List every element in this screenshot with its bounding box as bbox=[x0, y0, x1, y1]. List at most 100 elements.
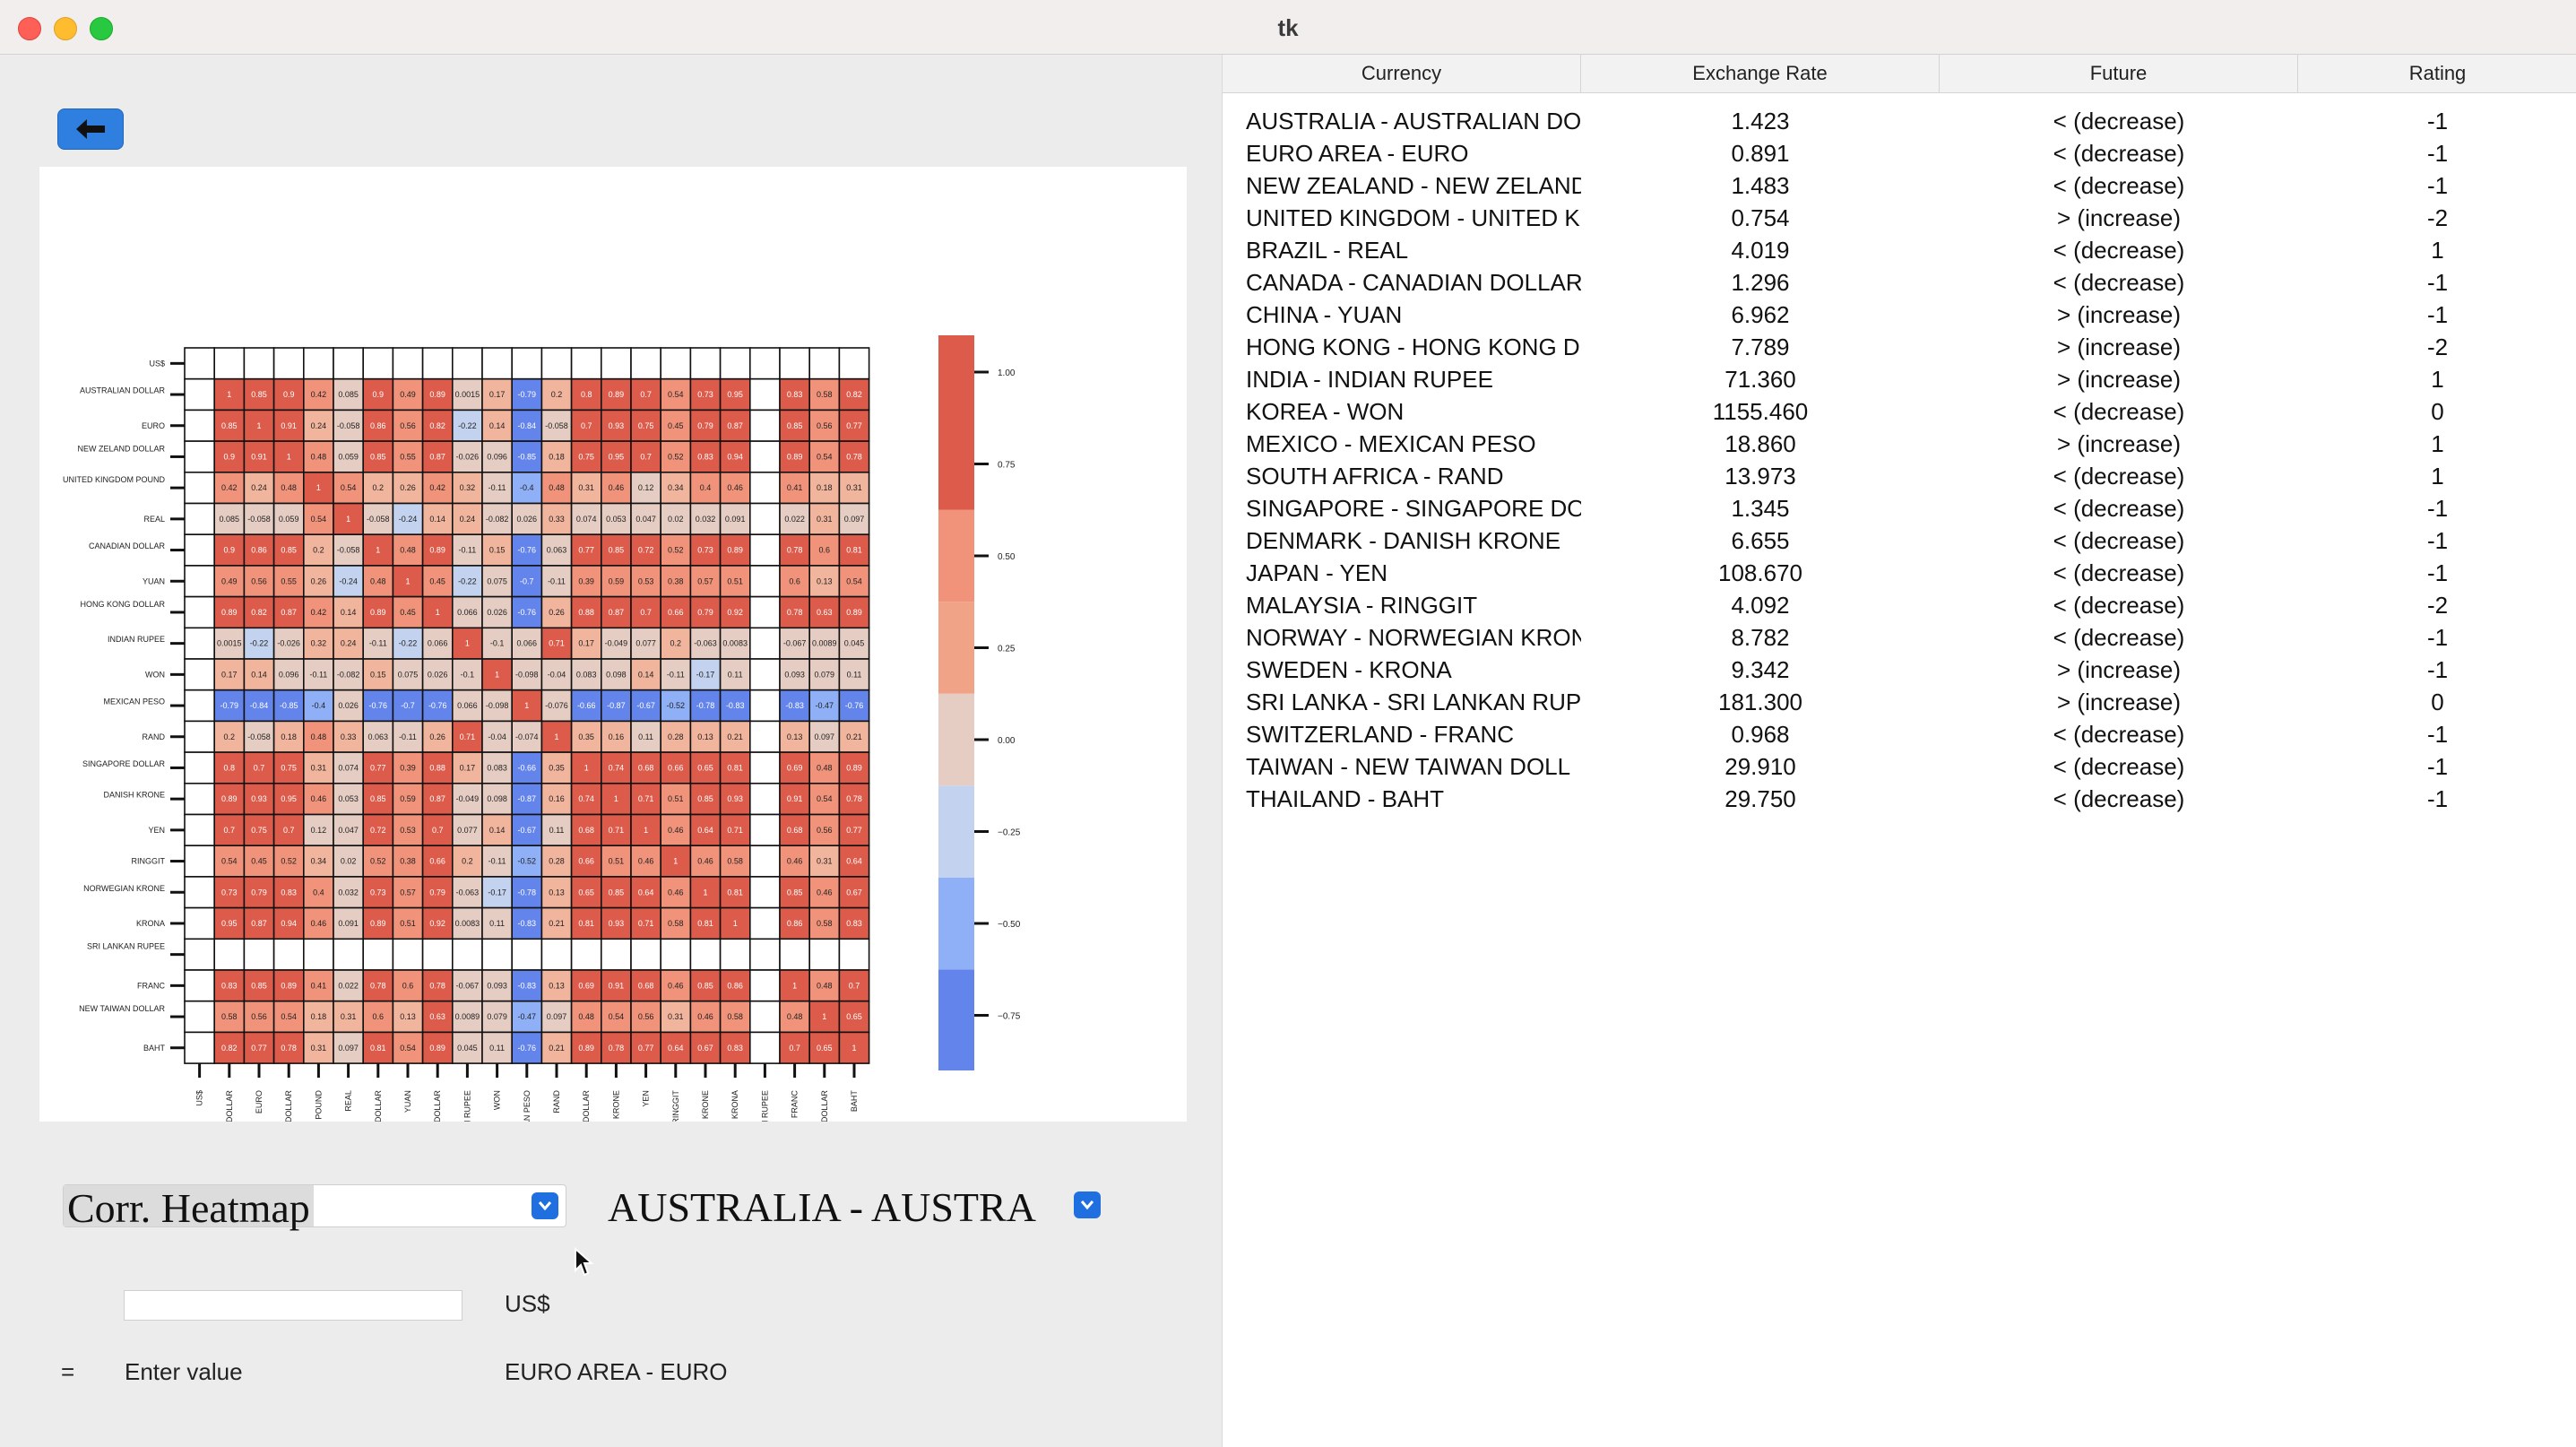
currency-dropdown-button[interactable] bbox=[1074, 1191, 1101, 1218]
table-row[interactable]: SINGAPORE - SINGAPORE DOL 1.345 < (decreas… bbox=[1223, 492, 2576, 524]
heatmap-value-label: 0.66 bbox=[668, 608, 684, 617]
heatmap-value-label: 0.8 bbox=[581, 390, 592, 399]
back-button[interactable] bbox=[57, 108, 124, 150]
table-row[interactable]: CHINA - YUAN 6.962 > (increase) -1 bbox=[1223, 299, 2576, 331]
heatmap-value-label: -0.67 bbox=[636, 701, 655, 710]
cell-rating: -1 bbox=[2426, 140, 2449, 167]
heatmap-value-label: 0.89 bbox=[221, 794, 238, 803]
table-row[interactable]: SWEDEN - KRONA 9.342 > (increase) -1 bbox=[1223, 654, 2576, 686]
arrow-left-icon bbox=[76, 119, 105, 139]
header-exchange-rate[interactable]: Exchange Rate bbox=[1581, 55, 1940, 92]
heatmap-value-label: 0.26 bbox=[429, 732, 445, 741]
colorbar-band bbox=[938, 335, 974, 510]
table-row[interactable]: DENMARK - DANISH KRONE 6.655 < (decrease) -… bbox=[1223, 524, 2576, 557]
table-row[interactable]: BRAZIL - REAL 4.019 < (decrease) 1 bbox=[1223, 234, 2576, 266]
table-row[interactable]: CANADA - CANADIAN DOLLAR 1.296 < (decrease… bbox=[1223, 266, 2576, 299]
heatmap-value-label: -0.058 bbox=[247, 515, 271, 524]
table-row[interactable]: MALAYSIA - RINGGIT 4.092 < (decrease) -2 bbox=[1223, 589, 2576, 621]
heatmap-cell bbox=[838, 876, 870, 909]
heatmap-value-label: -0.058 bbox=[337, 421, 360, 430]
table-row[interactable]: HONG KONG - HONG KONG D 7.789 > (increase)… bbox=[1223, 331, 2576, 363]
heatmap-cell bbox=[540, 969, 573, 1002]
heatmap-cell bbox=[481, 347, 514, 380]
heatmap-value-label: -0.22 bbox=[458, 576, 477, 585]
table-row[interactable]: AUSTRALIA - AUSTRALIAN DO 1.423 < (decreas… bbox=[1223, 105, 2576, 137]
amount-input[interactable] bbox=[124, 1290, 462, 1321]
heatmap-value-label: 0.066 bbox=[457, 701, 478, 710]
heatmap-cell bbox=[184, 1000, 216, 1034]
table-row[interactable]: NEW ZEALAND - NEW ZELAND 1.483 < (decrease… bbox=[1223, 169, 2576, 202]
heatmap-value-label: 0.89 bbox=[281, 981, 297, 990]
heatmap-value-label: 0.7 bbox=[432, 826, 444, 835]
cell-future: < (decrease) bbox=[2053, 721, 2185, 748]
table-row[interactable]: TAIWAN - NEW TAIWAN DOLL 29.910 < (decreas… bbox=[1223, 750, 2576, 783]
table-row[interactable]: EURO AREA - EURO 0.891 < (decrease) -1 bbox=[1223, 137, 2576, 169]
heatmap-value-label: -0.063 bbox=[694, 639, 717, 648]
heatmap-value-label: 0.026 bbox=[517, 515, 538, 524]
header-currency[interactable]: Currency bbox=[1223, 55, 1581, 92]
table-row[interactable]: SWITZERLAND - FRANC 0.968 < (decrease) -1 bbox=[1223, 718, 2576, 750]
heatmap-value-label: 0.94 bbox=[727, 452, 743, 461]
cell-future: < (decrease) bbox=[2053, 108, 2185, 134]
table-row[interactable]: KOREA - WON 1155.460 < (decrease) 0 bbox=[1223, 395, 2576, 428]
table-row[interactable]: NORWAY - NORWEGIAN KRON 8.782 < (decrease)… bbox=[1223, 621, 2576, 654]
table-row[interactable]: SOUTH AFRICA - RAND 13.973 < (decrease) 1 bbox=[1223, 460, 2576, 492]
heatmap-value-label: 1 bbox=[376, 546, 380, 555]
maximize-window-button[interactable] bbox=[90, 17, 113, 40]
heatmap-value-label: 0.24 bbox=[251, 483, 267, 492]
chart-type-select[interactable]: Corr. Heatmap bbox=[63, 1184, 566, 1231]
header-rating[interactable]: Rating bbox=[2408, 62, 2467, 84]
heatmap-value-label: -0.074 bbox=[515, 732, 539, 741]
heatmap-cell bbox=[719, 906, 751, 940]
header-future[interactable]: Future bbox=[1940, 55, 2298, 92]
heatmap-value-label: 0.53 bbox=[638, 576, 654, 585]
heatmap-value-label: 0.097 bbox=[338, 1044, 359, 1053]
heatmap-value-label: 0.18 bbox=[281, 732, 297, 741]
cell-rating: 1 bbox=[2431, 463, 2444, 490]
close-window-button[interactable] bbox=[18, 17, 41, 40]
cell-rating: 0 bbox=[2431, 398, 2444, 425]
heatmap-value-label: 0.51 bbox=[400, 919, 416, 928]
heatmap-cell bbox=[451, 1000, 483, 1034]
table-row[interactable]: UNITED KINGDOM - UNITED K 0.754 > (increas… bbox=[1223, 202, 2576, 234]
heatmap-cell bbox=[392, 658, 424, 691]
heatmap-cell bbox=[838, 533, 870, 567]
table-row[interactable]: MEXICO - MEXICAN PESO 18.860 > (increase) 1 bbox=[1223, 428, 2576, 460]
heatmap-cell bbox=[272, 409, 305, 442]
colorbar-tick-label: −0.25 bbox=[998, 828, 1021, 838]
table-row[interactable]: JAPAN - YEN 108.670 < (decrease) -1 bbox=[1223, 557, 2576, 589]
heatmap-value-label: 0.91 bbox=[787, 794, 803, 803]
currency-select[interactable]: AUSTRALIA - AUSTRA bbox=[604, 1184, 1106, 1226]
heatmap-cell bbox=[748, 845, 781, 878]
chart-type-dropdown-button[interactable] bbox=[532, 1192, 558, 1219]
x-tick-label: UNITED KINGDOM POUND bbox=[314, 1090, 323, 1122]
heatmap-value-label: 0.9 bbox=[373, 390, 385, 399]
heatmap-value-label: -0.83 bbox=[726, 701, 745, 710]
heatmap-cell bbox=[748, 595, 781, 629]
heatmap-value-label: 0.54 bbox=[400, 1044, 416, 1053]
minimize-window-button[interactable] bbox=[54, 17, 77, 40]
heatmap-cell bbox=[302, 1031, 334, 1064]
heatmap-cell bbox=[630, 720, 662, 753]
heatmap-value-label: 0.58 bbox=[221, 1012, 238, 1021]
heatmap-cell bbox=[660, 502, 692, 536]
chevron-down-icon bbox=[1080, 1200, 1094, 1210]
table-row[interactable]: SRI LANKA - SRI LANKAN RUPI 181.300 > (inc… bbox=[1223, 686, 2576, 718]
heatmap-value-label: 0.2 bbox=[462, 857, 473, 866]
heatmap-value-label: -0.058 bbox=[337, 546, 360, 555]
table-row[interactable]: INDIA - INDIAN RUPEE 71.360 > (increase) 1 bbox=[1223, 363, 2576, 395]
table-row[interactable]: THAILAND - BAHT 29.750 < (decrease) -1 bbox=[1223, 783, 2576, 815]
colorbar-tick-label: 1.00 bbox=[998, 368, 1016, 378]
heatmap-value-label: 0.83 bbox=[221, 981, 238, 990]
heatmap-value-label: 0.11 bbox=[489, 919, 505, 928]
heatmap-value-label: 0.053 bbox=[606, 515, 627, 524]
heatmap-value-label: 0.34 bbox=[311, 857, 327, 866]
heatmap-cell bbox=[838, 658, 870, 691]
heatmap-value-label: 0.9 bbox=[283, 390, 295, 399]
cell-exchange-rate: 108.670 bbox=[1718, 559, 1802, 586]
cell-future: > (increase) bbox=[2057, 301, 2181, 328]
heatmap-value-label: -0.04 bbox=[548, 670, 566, 679]
x-tick-label: RINGGIT bbox=[671, 1090, 680, 1122]
cell-currency: AUSTRALIA - AUSTRALIAN DO bbox=[1246, 108, 1581, 134]
heatmap-value-label: 0.31 bbox=[817, 857, 833, 866]
